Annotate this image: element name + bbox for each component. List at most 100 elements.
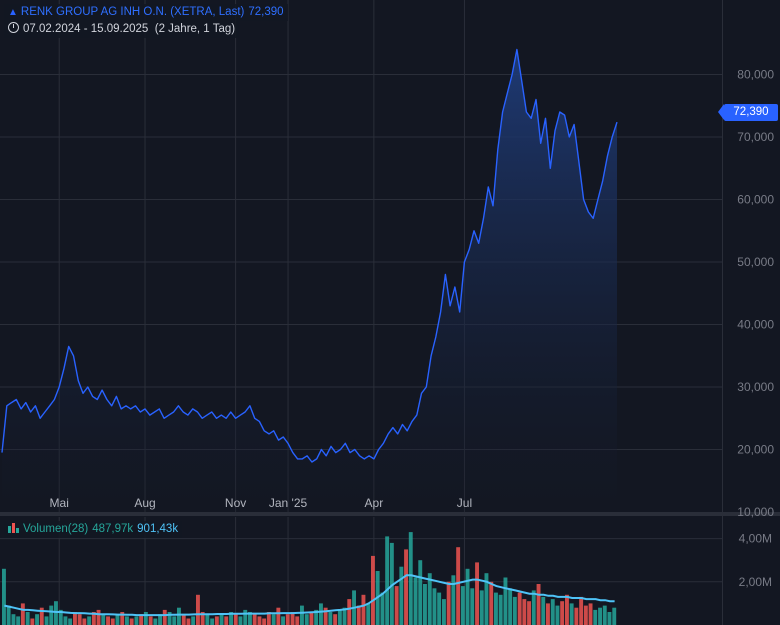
y-tick-label: 50,000	[737, 255, 774, 269]
price-area-fill	[2, 49, 617, 512]
volume-bar	[120, 612, 125, 625]
volume-bar	[475, 562, 479, 625]
volume-bar	[214, 616, 219, 625]
volume-bar	[337, 609, 342, 625]
volume-bar	[612, 607, 617, 625]
volume-bar	[6, 605, 11, 625]
volume-bar	[262, 618, 267, 625]
volume-bar	[177, 607, 181, 625]
pane-divider[interactable]	[0, 512, 780, 516]
volume-bar	[238, 616, 243, 625]
volume-bar	[54, 601, 58, 625]
volume-bar	[110, 618, 115, 625]
volume-bar	[2, 568, 6, 625]
volume-bar	[106, 616, 110, 625]
volume-bar	[295, 616, 300, 625]
area-chart-icon: ▲	[8, 7, 18, 18]
volume-bar	[285, 614, 290, 625]
volume-bar	[366, 603, 371, 625]
volume-bar	[437, 592, 442, 625]
clock-icon	[8, 22, 19, 33]
volume-bar	[498, 594, 503, 625]
volume-bar	[25, 612, 30, 625]
volume-bar	[16, 616, 21, 625]
volume-bar	[569, 603, 574, 625]
volume-bar	[494, 592, 498, 625]
volume-bar	[602, 605, 607, 625]
volume-bar	[413, 577, 418, 625]
volume-bar	[115, 614, 120, 625]
volume-bar	[186, 618, 191, 625]
volume-bar	[20, 603, 25, 625]
vol-y-tick-label: 2,00M	[739, 575, 772, 589]
volume-bar	[508, 588, 513, 625]
volume-bar	[574, 607, 579, 625]
volume-bar	[162, 609, 167, 625]
volume-bar	[134, 616, 139, 625]
volume-bar	[333, 614, 338, 625]
volume-bar	[427, 573, 432, 625]
volume-bar	[172, 616, 177, 625]
volume-bar	[319, 603, 323, 625]
volume-bar	[361, 594, 366, 625]
volume-bar	[148, 616, 153, 625]
volume-bar	[196, 594, 200, 625]
y-tick-label: 40,000	[737, 318, 774, 332]
volume-bar	[517, 592, 522, 625]
volume-bar	[49, 605, 54, 625]
volume-bar	[512, 596, 517, 625]
y-tick-label: 10,000	[737, 505, 774, 519]
volume-bar	[125, 616, 129, 625]
volume-bar	[404, 549, 408, 625]
volume-bars	[2, 532, 617, 625]
period-text: (2 Jahre, 1 Tag)	[154, 23, 236, 35]
volume-bar	[593, 609, 598, 625]
volume-bar	[309, 612, 314, 625]
volume-bar	[460, 586, 465, 625]
volume-bar	[101, 614, 106, 625]
volume-bar	[139, 614, 144, 625]
volume-bar	[579, 596, 584, 625]
volume-bar	[356, 605, 361, 625]
axes: Mai Aug Nov Jan '25 Apr Jul 10,000 20,000 30,000…	[50, 68, 775, 589]
volume-bar	[588, 603, 593, 625]
volume-bar	[555, 605, 560, 625]
volume-bar	[323, 607, 328, 625]
volume-bar	[91, 612, 96, 625]
x-tick-label: Mai	[50, 496, 69, 510]
volume-bar	[73, 612, 77, 625]
x-tick-label: Jan '25	[269, 496, 308, 510]
volume-bar	[252, 614, 257, 625]
volume-bar	[527, 601, 531, 625]
volume-bar	[96, 609, 101, 625]
volume-bar	[167, 612, 172, 625]
chart-legend: ▲ RENK GROUP AG INH O.N. (XETRA, Last) 72,…	[4, 4, 288, 21]
volume-bar	[550, 599, 555, 625]
volume-bar	[30, 618, 35, 625]
price-line	[1, 48, 618, 463]
last-value: 72,390	[248, 6, 284, 18]
volume-bar	[257, 616, 262, 625]
y-tick-label: 80,000	[737, 68, 774, 82]
volume-bar	[531, 590, 536, 625]
x-tick-label: Nov	[225, 496, 246, 510]
volume-bar	[456, 547, 461, 625]
volume-ma-line	[4, 574, 615, 617]
volume-ma-value: 901,43k	[137, 523, 179, 535]
volume-bar	[243, 609, 248, 625]
volume-bar	[385, 536, 390, 625]
volume-bar	[371, 555, 375, 625]
volume-bar	[266, 612, 271, 625]
volume-bar	[399, 566, 404, 625]
volume-bar	[210, 618, 215, 625]
volume-bar	[224, 616, 229, 625]
vol-y-tick-label: 4,00M	[739, 532, 772, 546]
volume-bar	[546, 603, 550, 625]
volume-bar	[205, 614, 210, 625]
price-area	[1, 48, 618, 512]
volume-bar	[300, 605, 304, 625]
volume-bar	[271, 614, 276, 625]
volume-bar	[129, 618, 134, 625]
volume-bar	[484, 573, 489, 625]
